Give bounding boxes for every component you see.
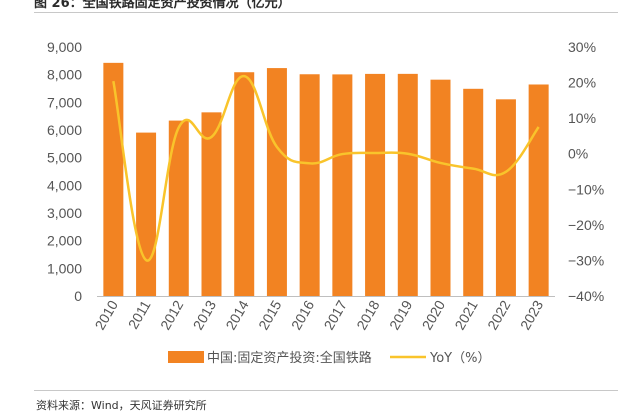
bar [528,84,549,296]
bar [136,132,157,296]
bar [103,62,124,297]
y-left-tick-label: 1,000 [47,260,82,276]
bar [463,88,484,296]
y-left-tick-label: 0 [74,288,82,304]
x-tick-label: 2013 [190,297,220,332]
y-left-tick-label: 5,000 [47,150,82,166]
y-left-tick-label: 6,000 [47,122,82,138]
bar [168,120,189,297]
y-left-tick-label: 8,000 [47,67,82,83]
x-tick-label: 2018 [353,297,383,332]
legend-bar-swatch [168,351,204,363]
x-tick-label: 2011 [125,297,154,331]
legend-line-label: YoY（%） [429,351,490,366]
y-left-tick-label: 9,000 [47,39,82,55]
y-right-tick-label: 0% [568,146,588,162]
y-right-tick-label: −10% [568,181,604,197]
x-tick-label: 2019 [386,297,416,332]
y-right-tick-label: 10% [568,110,596,126]
x-tick-label: 2017 [321,297,351,332]
y-left-tick-label: 4,000 [47,177,82,193]
y-left-tick-label: 3,000 [47,205,82,221]
x-tick-label: 2014 [222,297,252,332]
y-right-tick-label: −40% [568,288,604,304]
x-tick-label: 2020 [419,297,449,332]
bar [365,73,386,296]
bar [299,74,320,296]
y-left-tick-label: 2,000 [47,233,82,249]
x-tick-label: 2010 [92,297,122,332]
source-divider [34,390,618,391]
bar [397,73,418,296]
y-left-tick-label: 7,000 [47,94,82,110]
y-right-tick-label: 30% [568,39,596,55]
bar [430,79,451,296]
x-tick-label: 2016 [288,297,318,332]
title-divider [34,12,618,13]
bar [201,112,222,296]
y-right-tick-label: −30% [568,252,604,268]
y-right-tick-label: 20% [568,75,596,91]
bar [495,99,516,297]
x-tick-label: 2012 [157,297,187,332]
bar [234,72,255,297]
x-tick-label: 2023 [517,297,547,332]
bar [266,68,287,296]
x-tick-label: 2022 [484,297,514,332]
x-tick-label: 2015 [255,297,285,332]
bar [332,74,353,296]
y-right-tick-label: −20% [568,217,604,233]
legend-bar-label: 中国:固定资产投资:全国铁路 [207,350,372,366]
source-note: 资料来源：Wind，天风证券研究所 [36,399,207,412]
x-tick-label: 2021 [451,297,481,332]
yoy-line [112,74,540,262]
chart-title: 图 26：全国铁路固定资产投资情况（亿元） [34,0,291,11]
